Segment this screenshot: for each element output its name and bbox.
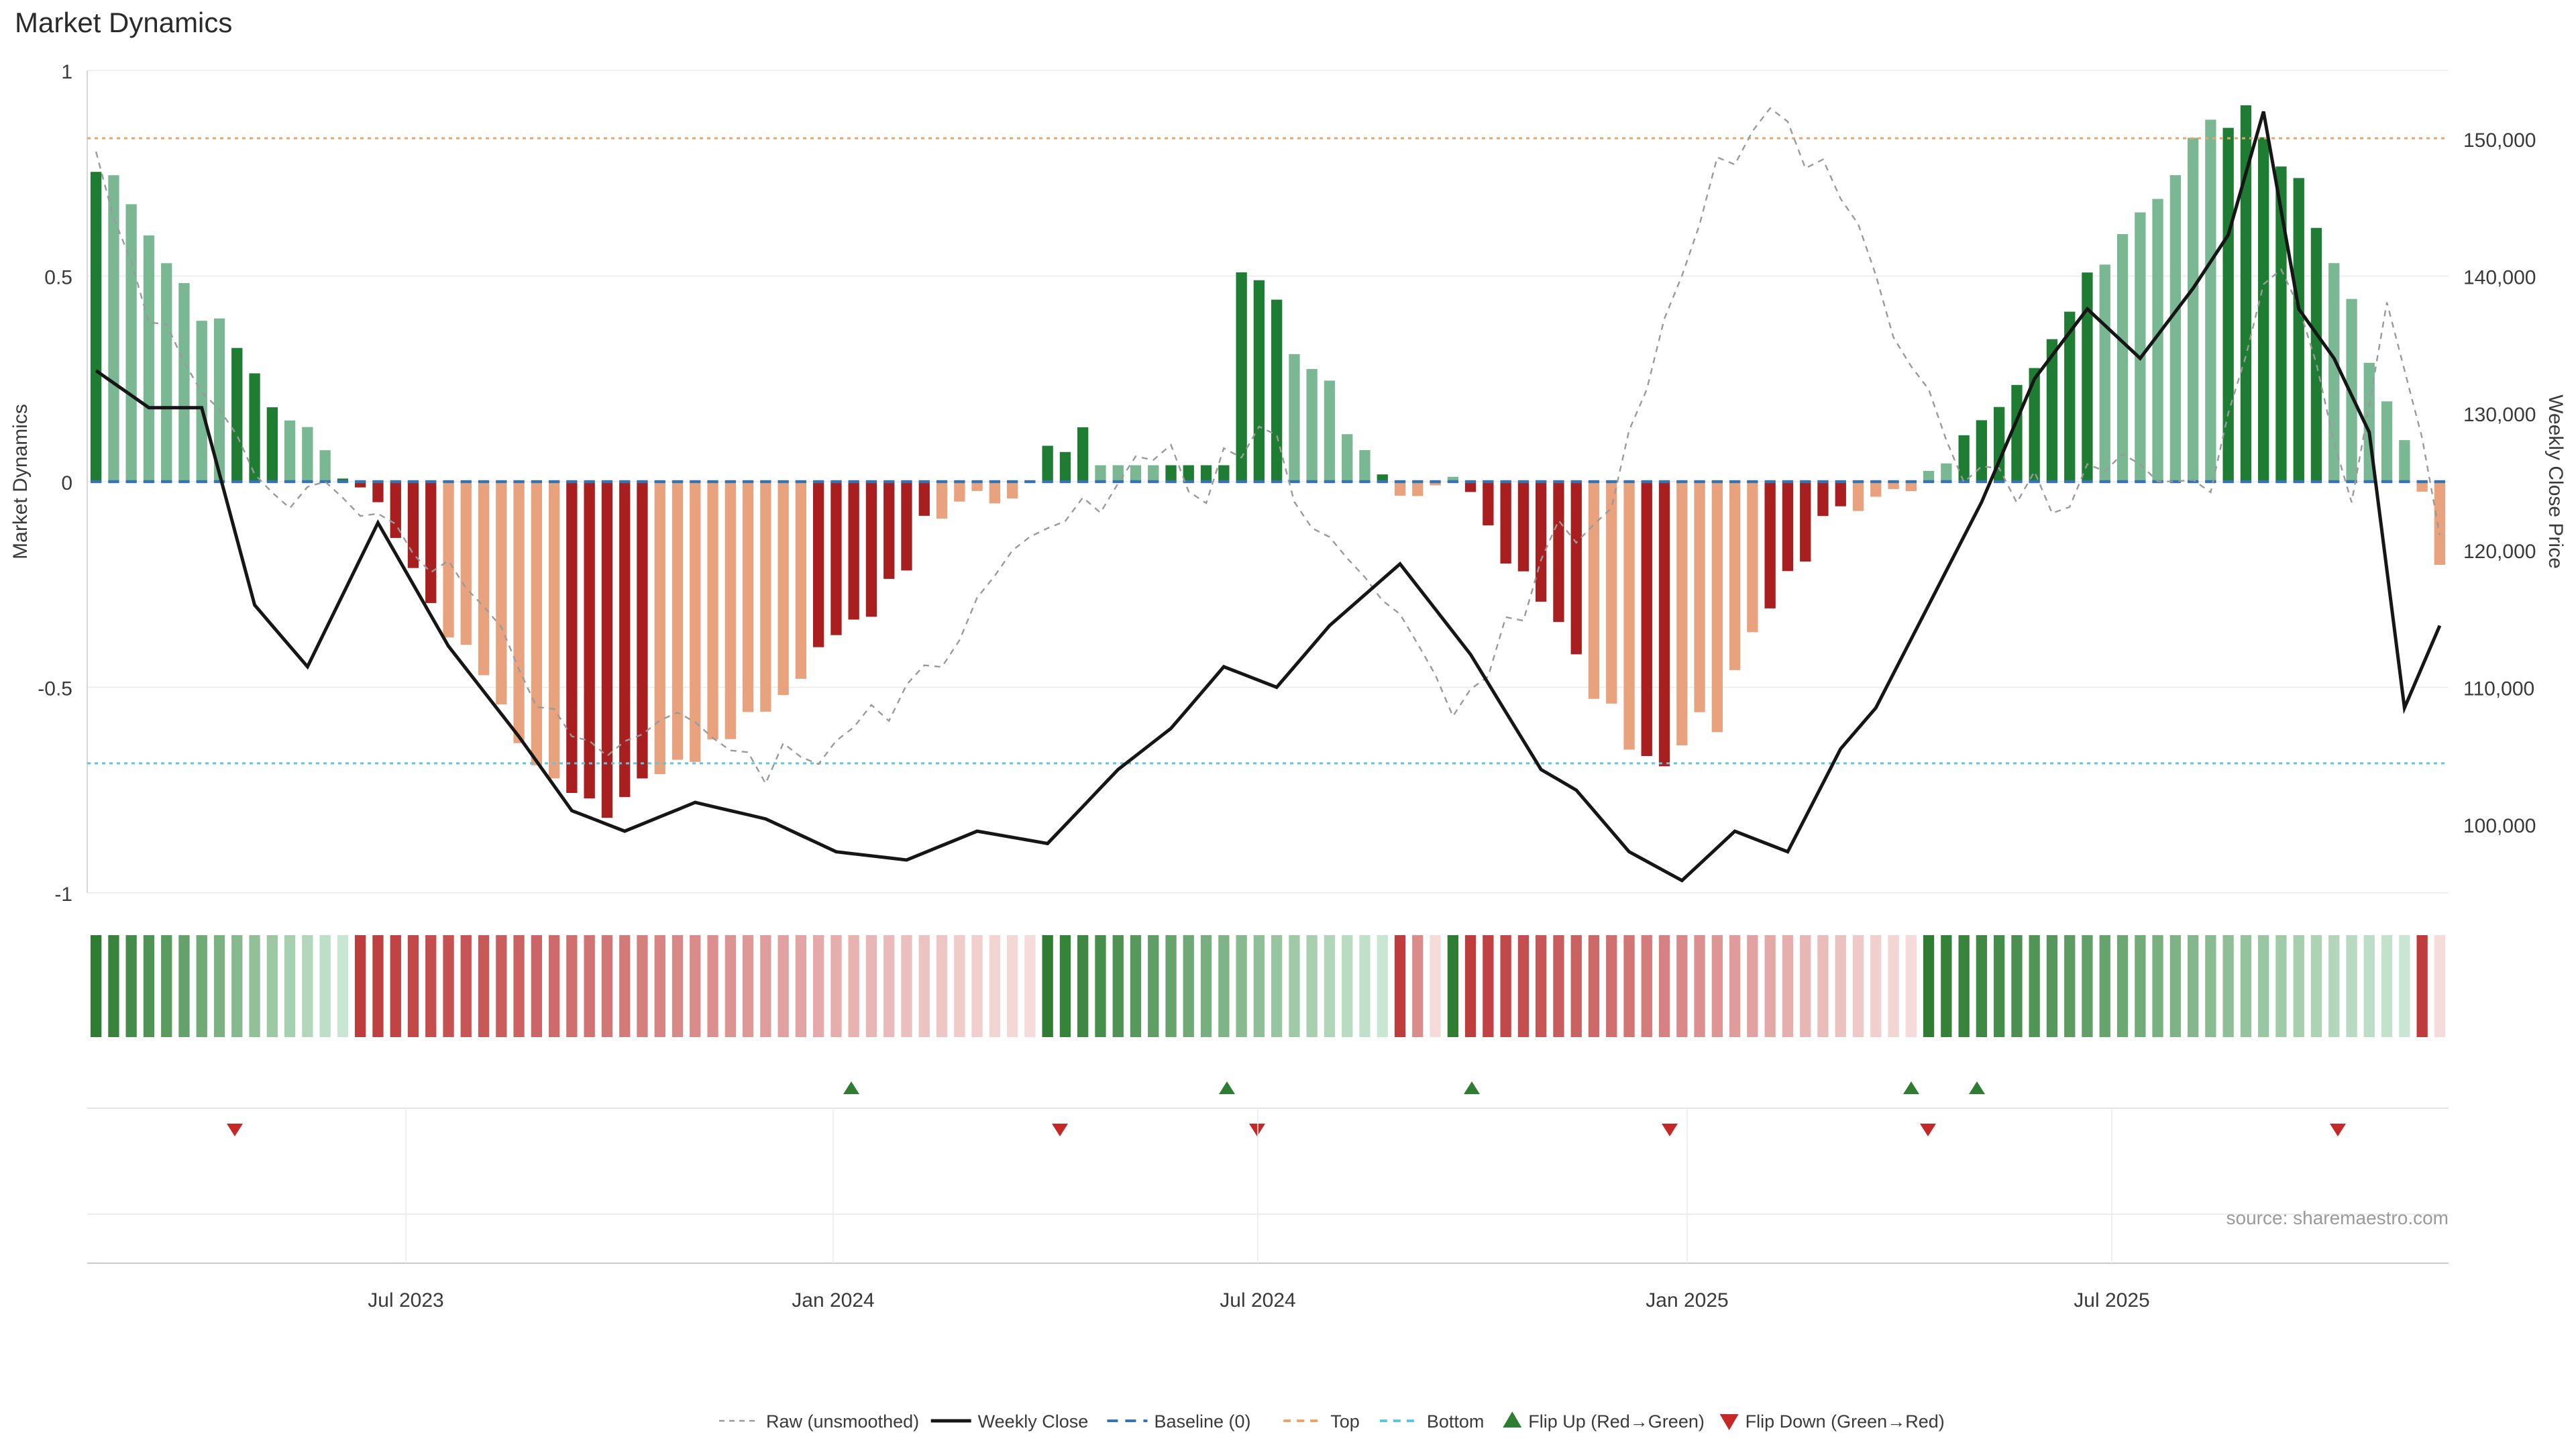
svg-text:130,000: 130,000 (2463, 404, 2536, 426)
svg-text:source: sharemaestro.com: source: sharemaestro.com (2226, 1208, 2449, 1228)
svg-text:Market Dynamics: Market Dynamics (15, 7, 232, 38)
svg-text:Weekly Close Price: Weekly Close Price (2544, 394, 2567, 569)
svg-text:Jul 2024: Jul 2024 (1220, 1289, 1295, 1311)
svg-text:140,000: 140,000 (2463, 267, 2536, 289)
svg-text:Market Dynamics: Market Dynamics (9, 404, 32, 559)
svg-text:Bottom: Bottom (1427, 1411, 1485, 1432)
svg-text:1: 1 (61, 61, 72, 83)
svg-text:0: 0 (61, 472, 72, 494)
svg-text:Flip Up (Red→Green): Flip Up (Red→Green) (1528, 1411, 1705, 1432)
svg-text:Jan 2024: Jan 2024 (792, 1289, 874, 1311)
svg-text:Top: Top (1330, 1411, 1360, 1432)
svg-text:120,000: 120,000 (2463, 541, 2536, 563)
svg-text:Baseline (0): Baseline (0) (1154, 1411, 1250, 1432)
svg-text:Jan 2025: Jan 2025 (1646, 1289, 1728, 1311)
svg-text:Jul 2023: Jul 2023 (368, 1289, 443, 1311)
svg-text:100,000: 100,000 (2463, 815, 2536, 837)
svg-text:0.5: 0.5 (44, 267, 72, 289)
svg-text:Jul 2025: Jul 2025 (2074, 1289, 2149, 1311)
svg-text:Weekly Close: Weekly Close (978, 1411, 1089, 1432)
svg-text:-1: -1 (54, 883, 72, 906)
svg-text:-0.5: -0.5 (38, 678, 72, 700)
svg-text:Raw (unsmoothed): Raw (unsmoothed) (766, 1411, 919, 1432)
svg-text:110,000: 110,000 (2463, 678, 2534, 700)
svg-text:150,000: 150,000 (2463, 129, 2536, 152)
svg-text:Flip Down (Green→Red): Flip Down (Green→Red) (1746, 1411, 1945, 1432)
